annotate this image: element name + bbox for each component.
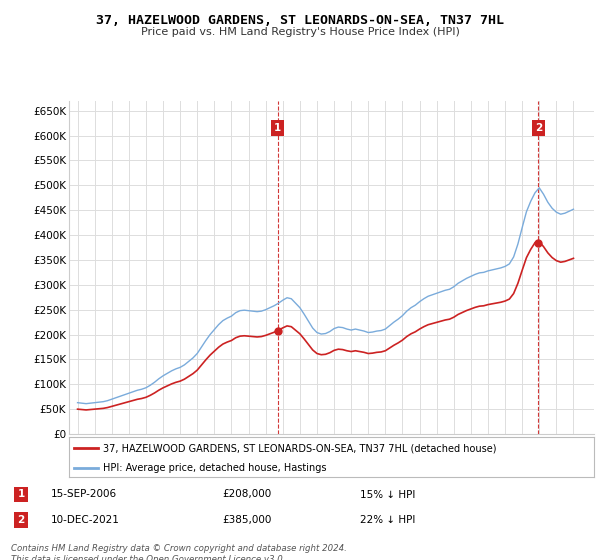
Text: £208,000: £208,000: [222, 489, 271, 500]
Text: 37, HAZELWOOD GARDENS, ST LEONARDS-ON-SEA, TN37 7HL: 37, HAZELWOOD GARDENS, ST LEONARDS-ON-SE…: [96, 14, 504, 27]
Text: 22% ↓ HPI: 22% ↓ HPI: [360, 515, 415, 525]
Text: 15% ↓ HPI: 15% ↓ HPI: [360, 489, 415, 500]
Text: 2: 2: [17, 515, 25, 525]
Text: HPI: Average price, detached house, Hastings: HPI: Average price, detached house, Hast…: [103, 463, 326, 473]
Text: Contains HM Land Registry data © Crown copyright and database right 2024.
This d: Contains HM Land Registry data © Crown c…: [11, 544, 347, 560]
Text: £385,000: £385,000: [222, 515, 271, 525]
Text: 2: 2: [535, 123, 542, 133]
Text: 15-SEP-2006: 15-SEP-2006: [51, 489, 117, 500]
Text: 37, HAZELWOOD GARDENS, ST LEONARDS-ON-SEA, TN37 7HL (detached house): 37, HAZELWOOD GARDENS, ST LEONARDS-ON-SE…: [103, 443, 497, 453]
Text: Price paid vs. HM Land Registry's House Price Index (HPI): Price paid vs. HM Land Registry's House …: [140, 27, 460, 37]
Text: 1: 1: [274, 123, 281, 133]
Text: 1: 1: [17, 489, 25, 500]
Text: 10-DEC-2021: 10-DEC-2021: [51, 515, 120, 525]
